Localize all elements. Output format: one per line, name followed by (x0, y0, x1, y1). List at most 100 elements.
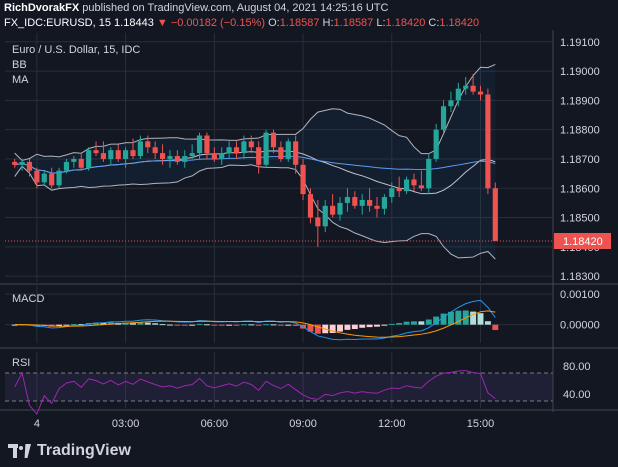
candle-body (137, 141, 143, 157)
time-tick-label: 09:00 (289, 418, 317, 430)
candle-body (300, 164, 306, 195)
candle-body (485, 94, 491, 189)
tradingview-logo[interactable]: TradingView (8, 442, 131, 460)
price-tick-label: 1.18800 (560, 125, 600, 137)
rsi-tick-label: 80.00 (563, 361, 591, 373)
ma-line (14, 155, 496, 174)
macd-histogram-bar (329, 324, 336, 334)
candle-body (463, 85, 469, 89)
candle-body (26, 161, 33, 171)
candle-body (492, 188, 498, 241)
published-text: published on TradingView.com, August 04,… (82, 2, 389, 14)
macd-tick-label: 0.00000 (560, 320, 600, 332)
candle-body (433, 129, 439, 159)
candle-body (145, 141, 151, 148)
macd-histogram-bar (337, 324, 343, 332)
candle-body (167, 156, 173, 159)
candle-body (152, 147, 158, 154)
candle-body (174, 156, 180, 162)
macd-histogram-bar (470, 311, 477, 325)
candle-body (418, 185, 424, 189)
candle-body (293, 141, 299, 165)
tradingview-logo-icon (8, 444, 32, 458)
macd-histogram-bar (425, 319, 432, 325)
candle-body (182, 156, 188, 162)
macd-histogram-bar (248, 324, 255, 326)
candle-body (93, 150, 99, 154)
macd-histogram-bar (492, 324, 499, 331)
candle-body (19, 161, 25, 165)
macd-histogram-bar (226, 324, 233, 326)
candle-body (115, 150, 121, 159)
candle-body (322, 205, 328, 227)
candle-body (211, 153, 217, 159)
macd-histogram-bar (174, 324, 181, 326)
change-value: ▼ −0.00182 (−0.15%) (156, 17, 266, 29)
macd-histogram-bar (152, 323, 159, 325)
candle-body (374, 205, 380, 209)
macd-histogram-bar (233, 324, 240, 326)
macd-histogram-bar (344, 324, 351, 330)
time-tick-label: 06:00 (201, 418, 229, 430)
bb-fill (14, 64, 496, 260)
macd-histogram-bar (70, 324, 77, 326)
candle-body (352, 197, 358, 206)
candle-body (278, 147, 284, 159)
candle-body (63, 161, 70, 171)
rsi-line (14, 370, 496, 416)
price-tick-label: 1.19100 (560, 37, 600, 49)
candle-body (367, 199, 373, 206)
time-tick-label: 03:00 (112, 418, 140, 430)
macd-histogram-bar (277, 324, 284, 326)
candle-body (219, 153, 225, 159)
candle-body (12, 161, 18, 165)
macd-histogram-bar (211, 324, 218, 326)
candle-body (241, 141, 247, 154)
candle-body (381, 197, 387, 209)
publisher-name: RichDvorakFX (4, 2, 80, 14)
macd-histogram-bar (263, 324, 270, 326)
candle-body (426, 158, 432, 189)
candle-body (130, 150, 136, 157)
price-tick-label: 1.18600 (560, 183, 600, 195)
price-tick-label: 1.18300 (560, 271, 600, 283)
rsi-indicator-label[interactable]: RSI (12, 357, 31, 369)
high-value: 1.18587 (333, 17, 374, 29)
footer (0, 435, 618, 467)
candle-body (470, 85, 476, 92)
macd-histogram-bar (56, 324, 63, 327)
bb-upper-line (14, 63, 496, 161)
candle-body (86, 150, 92, 168)
time-tick-label: 4 (34, 418, 40, 430)
candle-body (440, 106, 447, 130)
ma-indicator-label[interactable]: MA (12, 74, 29, 86)
macd-histogram-bar (196, 323, 203, 325)
candle-body (41, 173, 47, 183)
price-tick-label: 1.19000 (560, 66, 600, 78)
macd-histogram-bar (292, 324, 299, 326)
candle-body (204, 135, 210, 154)
macd-histogram-bar (285, 324, 292, 326)
open-label: O: (268, 17, 280, 29)
macd-histogram-bar (203, 324, 210, 326)
price-tick-label: 1.18700 (560, 154, 600, 166)
macd-histogram-bar (167, 324, 173, 326)
candle-body (411, 179, 417, 186)
candle-body (49, 173, 55, 186)
open-value: 1.18587 (279, 17, 320, 29)
bb-indicator-label[interactable]: BB (12, 59, 27, 71)
candle-body (256, 147, 262, 165)
candle-body (189, 153, 195, 157)
candle-body (108, 150, 114, 159)
candle-body (359, 199, 365, 206)
macd-histogram-bar (122, 322, 129, 325)
candle-body (78, 158, 84, 168)
macd-histogram-bar (447, 311, 454, 325)
bb-lower-line (14, 164, 496, 260)
symbol-label: FX_IDC:EURUSD, 15 (4, 17, 111, 29)
candle-body (403, 179, 410, 192)
last-price-tag (554, 232, 611, 249)
candle-body (233, 147, 240, 154)
macd-indicator-label[interactable]: MACD (12, 293, 45, 305)
